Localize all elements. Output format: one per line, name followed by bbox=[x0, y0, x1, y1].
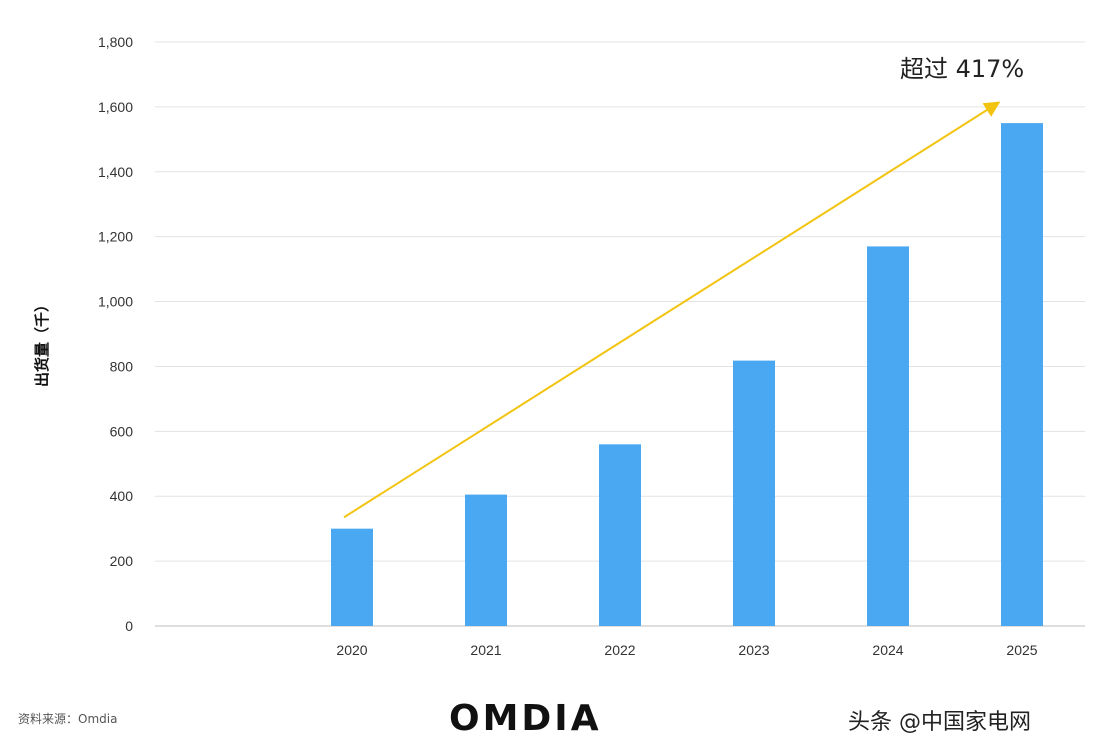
y-tick-label: 0 bbox=[125, 618, 133, 634]
x-tick-label: 2024 bbox=[872, 642, 903, 658]
y-tick-label: 800 bbox=[110, 358, 134, 374]
y-tick-label: 200 bbox=[110, 553, 134, 569]
watermark: 头条 @中国家电网 bbox=[848, 710, 1031, 735]
bar-2020 bbox=[331, 528, 373, 626]
bars bbox=[331, 123, 1043, 626]
bar-2023 bbox=[733, 360, 775, 626]
bar-2024 bbox=[867, 246, 909, 626]
y-axis-ticks: 0 200 400 600 800 1,000 1,200 1,400 1,600 1,800 bbox=[98, 34, 133, 634]
grid-lines bbox=[155, 41, 1085, 627]
x-tick-label: 2023 bbox=[738, 642, 769, 658]
bar-2021 bbox=[465, 494, 507, 626]
y-tick-label: 600 bbox=[110, 423, 134, 439]
y-axis-label: 出货量（千） bbox=[33, 297, 51, 387]
x-axis-ticks: 2020 2021 2022 2023 2024 2025 bbox=[336, 642, 1037, 658]
x-tick-label: 2021 bbox=[470, 642, 501, 658]
bar-2022 bbox=[599, 444, 641, 626]
x-tick-label: 2022 bbox=[604, 642, 635, 658]
x-tick-label: 2025 bbox=[1006, 642, 1037, 658]
growth-annotation: 超过 417% bbox=[900, 55, 1024, 83]
y-tick-label: 400 bbox=[110, 488, 134, 504]
bar-2025 bbox=[1001, 123, 1043, 626]
y-tick-label: 1,600 bbox=[98, 99, 133, 115]
x-tick-label: 2020 bbox=[336, 642, 367, 658]
y-tick-label: 1,800 bbox=[98, 34, 133, 50]
y-tick-label: 1,000 bbox=[98, 294, 133, 310]
y-tick-label: 1,400 bbox=[98, 164, 133, 180]
omdia-logo: OMDIA bbox=[449, 698, 602, 739]
trend-arrow bbox=[343, 101, 1001, 519]
y-tick-label: 1,200 bbox=[98, 229, 133, 245]
source-note: 资料来源：Omdia bbox=[18, 712, 118, 726]
